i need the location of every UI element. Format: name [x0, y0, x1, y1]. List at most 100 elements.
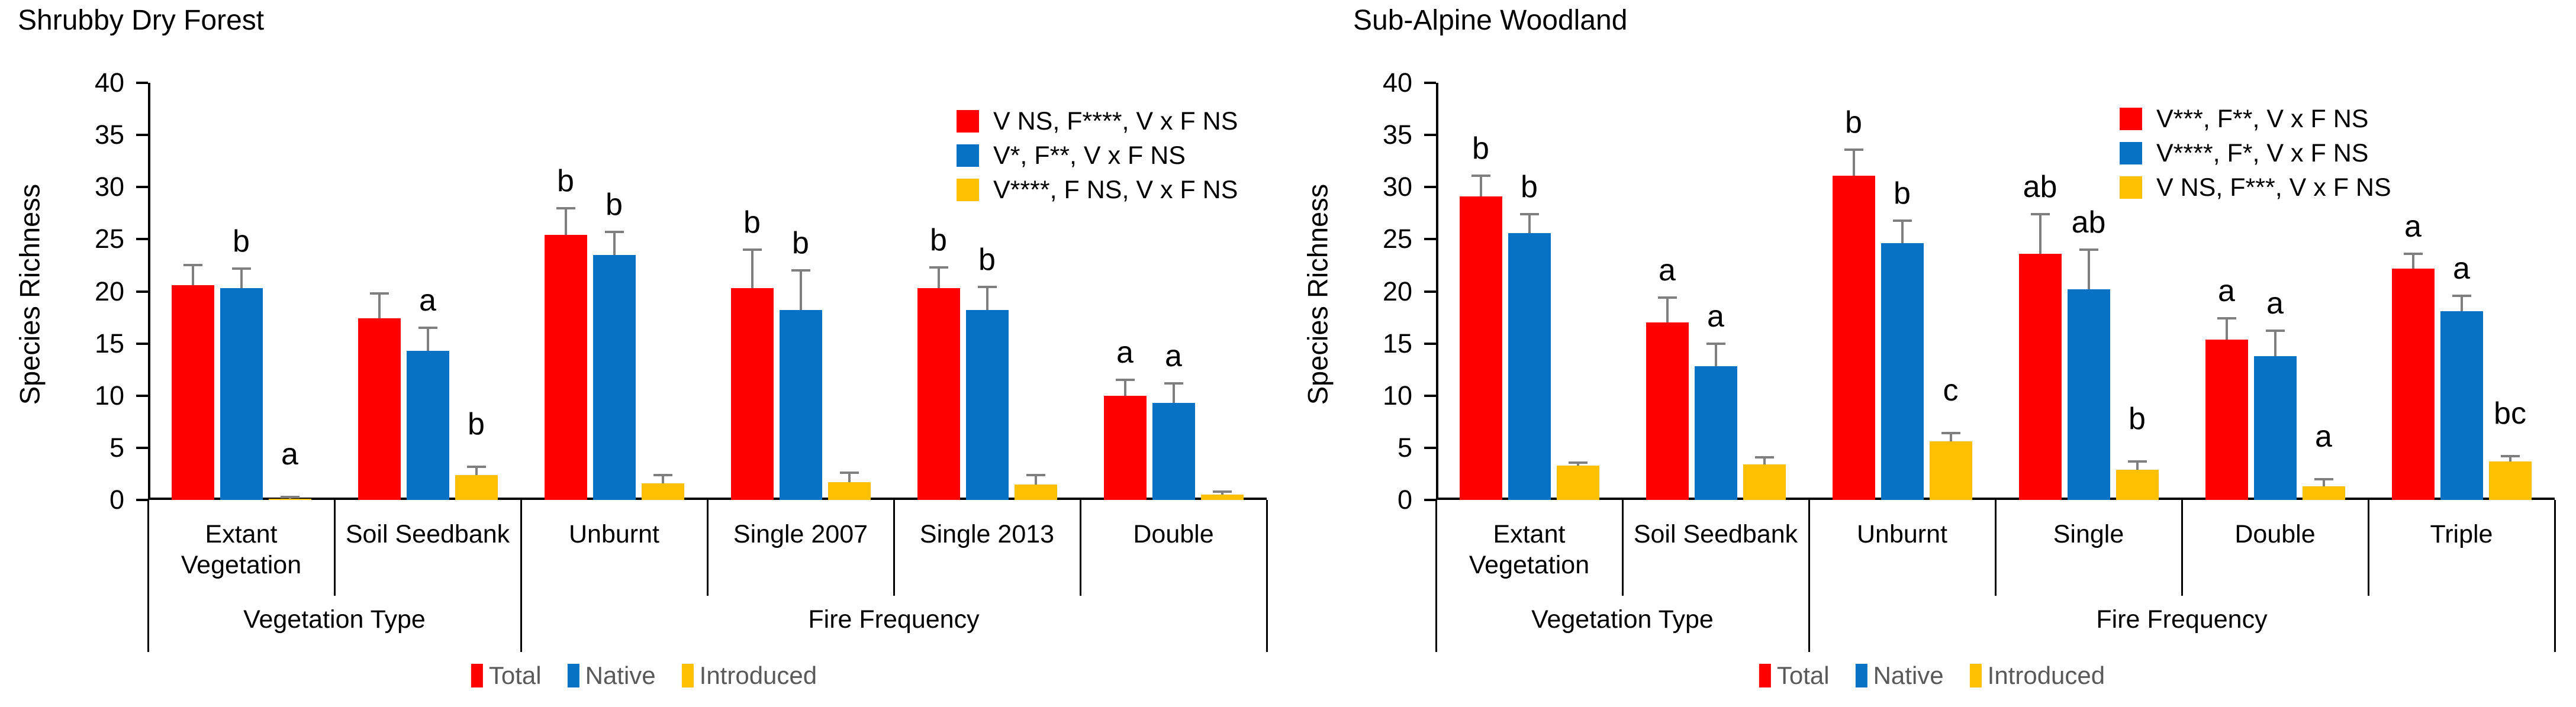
plot-area — [148, 83, 1267, 500]
bar-total-extant-vegetation — [1459, 196, 1502, 500]
error-bar-stem — [1221, 491, 1223, 495]
bar-native-single — [2067, 289, 2110, 500]
category-label-unburnt: Unburnt — [569, 520, 659, 548]
y-axis-title: Species Richness — [14, 183, 46, 405]
sig-letter: ab — [2023, 170, 2057, 205]
error-bar-cap — [231, 267, 251, 270]
error-bar-stem — [564, 208, 567, 235]
sig-letter: a — [2315, 419, 2332, 454]
chart-sub-alpine-woodland: Sub-Alpine Woodland Species Richness 0 5 1… — [1288, 0, 2576, 707]
category-label-extant-vegetation: Extant Vegetation — [1469, 520, 1590, 579]
bar-total-extant-vegetation — [171, 285, 214, 500]
error-bar-stem — [475, 466, 478, 475]
bar-native-soil-seedbank — [1694, 366, 1737, 500]
introduced-swatch — [1969, 664, 1982, 687]
error-bar-cap — [791, 269, 810, 272]
y-axis-tick — [136, 82, 148, 84]
y-axis-tick — [136, 499, 148, 501]
bar-native-unburnt — [593, 254, 636, 500]
bar-introduced-soil-seedbank — [1743, 464, 1786, 500]
stats-legend-label: V****, F*, V x F NS — [2156, 138, 2369, 167]
error-bar-cap — [977, 286, 997, 289]
error-bar-stem — [1528, 214, 1531, 233]
stats-legend-item-native: V*, F**, V x F NS — [957, 138, 1238, 173]
error-bar-stem — [799, 270, 802, 311]
bar-introduced-single — [2115, 469, 2159, 500]
bar-introduced-single-2007 — [827, 482, 871, 500]
y-axis-tick — [1424, 394, 1436, 397]
error-bar-cap — [1657, 296, 1677, 299]
error-bar-cap — [280, 495, 300, 498]
introduced-legend-swatch — [2120, 176, 2142, 199]
introduced-legend-swatch — [957, 179, 979, 201]
error-bar-cap — [369, 292, 389, 295]
sig-letter: b — [468, 406, 485, 441]
error-bar-stem — [661, 474, 664, 483]
error-bar-cap — [2265, 330, 2285, 332]
error-bar-cap — [1212, 490, 1232, 493]
plot-area — [1436, 83, 2555, 500]
sig-letter: c — [1943, 373, 1959, 408]
error-bar-cap — [2127, 460, 2147, 463]
bar-introduced-unburnt — [1929, 441, 1972, 500]
error-bar-stem — [2411, 254, 2414, 269]
y-axis-tick — [1424, 134, 1436, 137]
error-bar-stem — [937, 267, 940, 289]
y-tick-label: 5 — [109, 432, 124, 463]
stats-legend-label: V*, F**, V x F NS — [993, 141, 1186, 170]
category-label-single-2013: Single 2013 — [919, 520, 1055, 548]
axis-group-separator — [147, 500, 149, 652]
total-swatch — [471, 664, 483, 687]
sig-letter: a — [1165, 338, 1182, 373]
y-tick-label: 30 — [1382, 172, 1412, 202]
y-axis-tick — [136, 134, 148, 137]
bar-total-double — [2205, 339, 2248, 500]
series-legend-label: Introduced — [1987, 661, 2105, 689]
error-bar-cap — [1941, 432, 1960, 435]
y-axis-tick — [1424, 186, 1436, 189]
series-legend-label: Native — [1873, 661, 1944, 689]
error-bar-stem — [1949, 433, 1952, 442]
bar-total-single-2013 — [917, 288, 960, 500]
bar-introduced-triple — [2488, 461, 2532, 500]
bar-native-unburnt — [1881, 243, 1924, 500]
sig-letter: b — [233, 224, 250, 259]
error-bar-cap — [1519, 213, 1539, 216]
series-legend: Total Native Introduced — [1746, 661, 2118, 690]
category-label-triple: Triple — [2430, 520, 2493, 548]
bar-total-triple — [2391, 268, 2435, 500]
sig-letter: b — [1521, 170, 1538, 205]
bar-native-double — [1152, 403, 1195, 500]
y-tick-label: 0 — [109, 485, 124, 515]
bar-total-soil-seedbank — [358, 318, 401, 500]
error-bar-cap — [2314, 477, 2333, 480]
stats-legend-item-total: V***, F**, V x F NS — [2120, 102, 2391, 136]
bar-total-double — [1103, 395, 1147, 500]
native-swatch — [567, 664, 579, 687]
bar-native-extant-vegetation — [1508, 233, 1551, 500]
error-bar-cap — [1115, 379, 1135, 382]
error-bar-cap — [1164, 382, 1183, 385]
error-bar-cap — [929, 266, 948, 269]
error-bar-cap — [1568, 461, 1588, 464]
stats-legend: V NS, F****, V x F NS V*, F**, V x F NS V*… — [957, 104, 1238, 207]
bar-native-extant-vegetation — [220, 288, 263, 500]
y-tick-label: 5 — [1397, 432, 1412, 463]
bar-introduced-double — [1200, 495, 1244, 500]
error-bar-stem — [2274, 331, 2276, 356]
error-bar-cap — [1754, 456, 1774, 459]
category-label-double: Double — [1133, 520, 1214, 548]
series-legend-item-native: Native — [1855, 661, 1944, 690]
category-label-extant-vegetation: Extant Vegetation — [181, 520, 302, 579]
stats-legend-label: V NS, F****, V x F NS — [993, 106, 1238, 135]
y-tick-label: 25 — [1382, 224, 1412, 254]
y-axis-tick — [136, 238, 148, 241]
error-bar-stem — [1852, 149, 1855, 176]
y-axis-tick — [136, 290, 148, 293]
error-bar-stem — [1666, 298, 1669, 323]
sig-letter: a — [2453, 251, 2470, 286]
error-bar-stem — [2136, 461, 2139, 470]
error-bar-cap — [2030, 213, 2050, 216]
error-bar-cap — [2079, 248, 2098, 251]
bar-introduced-double — [2302, 486, 2345, 500]
